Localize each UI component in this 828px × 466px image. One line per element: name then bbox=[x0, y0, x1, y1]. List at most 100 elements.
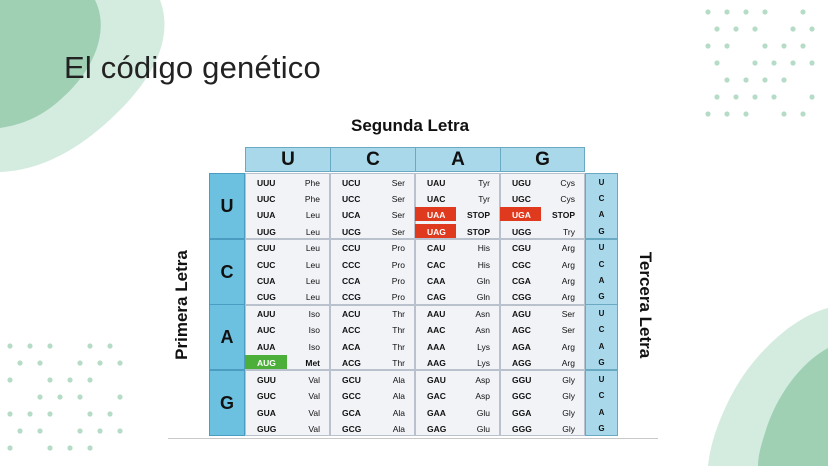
codon-label: CGG bbox=[512, 292, 532, 303]
codon-block bbox=[330, 304, 415, 371]
codon-label: AUA bbox=[257, 341, 276, 352]
codon-block bbox=[245, 238, 330, 305]
amino-acid-label: Asn bbox=[475, 309, 490, 319]
codon-label: AAU bbox=[427, 309, 446, 319]
codon-cell: GGU Gly bbox=[500, 371, 585, 387]
codon-label: CAC bbox=[427, 259, 446, 270]
codon-cell: CGA Arg bbox=[500, 272, 585, 288]
codon-label: ACC bbox=[342, 325, 361, 336]
codon-label: GAG bbox=[427, 423, 447, 434]
codon-block bbox=[500, 370, 585, 436]
codon-label: CUG bbox=[257, 292, 276, 303]
decor-dot bbox=[714, 60, 720, 66]
third-letter: A bbox=[598, 341, 605, 351]
amino-acid-label: Arg bbox=[561, 358, 575, 369]
codon-cell: ACA Thr bbox=[330, 338, 415, 354]
codon-label: GGC bbox=[512, 391, 532, 402]
codon-label: CAU bbox=[427, 243, 446, 254]
decor-dot bbox=[117, 360, 123, 366]
codon-cell: CCC Pro bbox=[330, 256, 415, 272]
amino-acid-label: Met bbox=[305, 358, 320, 369]
amino-acid-label: Thr bbox=[392, 358, 405, 369]
decor-dot bbox=[743, 111, 749, 117]
amino-acid-label: Gly bbox=[562, 374, 575, 385]
amino-acid-label: Gln bbox=[476, 276, 490, 287]
codon-label: UGA bbox=[512, 210, 531, 221]
codon-label: GUC bbox=[257, 391, 276, 402]
amino-acid-label: Val bbox=[308, 407, 320, 418]
codon-cell: AAA Lys bbox=[415, 338, 500, 354]
decor-dot bbox=[714, 26, 720, 32]
third-letter-column-block-1 bbox=[585, 173, 618, 239]
codon-label: UUA bbox=[257, 210, 276, 221]
codon-cell: CCA Pro bbox=[330, 272, 415, 288]
second-letter-label: Segunda Letra bbox=[351, 116, 470, 135]
decor-dot bbox=[752, 94, 758, 100]
codon-cell: UCU Ser bbox=[330, 174, 415, 190]
codon-cell: GUU Val bbox=[245, 371, 330, 387]
first-letter-c: C bbox=[209, 239, 245, 305]
amino-acid-label: Ala bbox=[392, 423, 405, 434]
third-letter-column-block-3 bbox=[585, 304, 618, 370]
third-letter: C bbox=[598, 325, 605, 335]
decor-dot bbox=[107, 411, 113, 417]
decor-dot bbox=[37, 394, 43, 400]
amino-acid-label: Pro bbox=[391, 243, 405, 254]
amino-acid-label: Val bbox=[308, 423, 320, 434]
codon-cell: GAA Glu bbox=[415, 404, 500, 420]
amino-acid-label: Phe bbox=[304, 193, 320, 204]
codon-label: ACU bbox=[342, 309, 361, 319]
amino-acid-label: Gly bbox=[562, 423, 575, 434]
amino-acid-label: Thr bbox=[392, 341, 405, 352]
codon-label: AUC bbox=[257, 325, 276, 336]
codon-label: CAA bbox=[427, 276, 446, 287]
codon-label: GGG bbox=[512, 423, 532, 434]
codon-cell: AAU Asn bbox=[415, 305, 500, 321]
codon-cell: GUG Val bbox=[245, 420, 330, 436]
amino-acid-label: Iso bbox=[308, 325, 320, 336]
first-letter-a: A bbox=[209, 304, 245, 370]
codon-label: CUA bbox=[257, 276, 276, 287]
codon-cell: AGU Ser bbox=[500, 305, 585, 321]
codon-label: CCG bbox=[342, 292, 361, 303]
decor-dot bbox=[27, 411, 33, 417]
codon-cell: UAU Tyr bbox=[415, 174, 500, 190]
codon-block bbox=[500, 304, 585, 371]
third-letter: A bbox=[598, 407, 605, 417]
codon-label: AGU bbox=[512, 309, 531, 319]
second-letter-header-u: U bbox=[245, 147, 331, 172]
decor-dot bbox=[762, 43, 768, 49]
third-letter: U bbox=[598, 374, 605, 384]
codon-label: UCU bbox=[342, 177, 361, 188]
codon-label: GAA bbox=[427, 407, 446, 418]
codon-cell: UAC Tyr bbox=[415, 190, 500, 206]
decor-dot bbox=[97, 360, 103, 366]
codon-label: UUC bbox=[257, 193, 276, 204]
decor-dot bbox=[752, 60, 758, 66]
amino-acid-label: Iso bbox=[308, 309, 320, 319]
codon-cell: UCG Ser bbox=[330, 223, 415, 239]
codon-cell: CGC Arg bbox=[500, 256, 585, 272]
amino-acid-label: Leu bbox=[305, 292, 320, 303]
stop-codon-highlight bbox=[415, 223, 456, 238]
amino-acid-label: Ser bbox=[561, 309, 575, 319]
amino-acid-label: Ser bbox=[561, 325, 575, 336]
codon-cell: CGG Arg bbox=[500, 288, 585, 304]
decor-dot bbox=[27, 343, 33, 349]
decor-dot bbox=[790, 26, 796, 32]
third-letter: C bbox=[598, 193, 605, 203]
amino-acid-label: Thr bbox=[392, 325, 405, 336]
amino-acid-label: His bbox=[477, 243, 490, 254]
codon-table: UUU Phe UUC Phe UUA Leu UUG Leu UCU Ser UCC Ser UCA S… bbox=[245, 173, 585, 436]
amino-acid-label: Lys bbox=[477, 358, 490, 369]
amino-acid-label: Tyr bbox=[478, 193, 490, 204]
codon-cell: CAU His bbox=[415, 239, 500, 255]
codon-label: UGG bbox=[512, 226, 532, 237]
amino-acid-label: Leu bbox=[305, 259, 320, 270]
amino-acid-label: STOP bbox=[467, 210, 490, 221]
codon-label: GCG bbox=[342, 423, 362, 434]
amino-acid-label: Glu bbox=[476, 423, 490, 434]
amino-acid-label: Phe bbox=[304, 177, 320, 188]
codon-cell: AGC Ser bbox=[500, 321, 585, 337]
amino-acid-label: Leu bbox=[305, 210, 320, 221]
